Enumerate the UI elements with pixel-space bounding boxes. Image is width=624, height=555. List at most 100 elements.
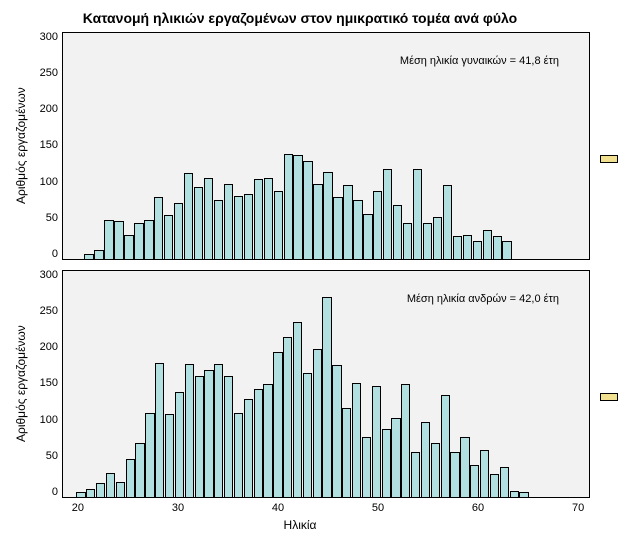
histogram-bar: [382, 429, 391, 497]
panels-container: Αριθμός εργαζομένων 300 250 200 150 100 …: [10, 32, 590, 498]
histogram-bar: [413, 169, 422, 259]
histogram-bar: [194, 187, 203, 259]
histogram-bar: [175, 392, 184, 497]
ytick: 300: [40, 32, 58, 43]
histogram-bar: [244, 194, 253, 259]
histogram-bar: [204, 178, 213, 259]
panel-female: Αριθμός εργαζομένων 300 250 200 150 100 …: [10, 32, 590, 260]
histogram-bar: [135, 443, 144, 497]
ytick: 250: [40, 306, 58, 317]
histogram-bar: [224, 376, 233, 497]
x-axis-label: Ηλικία: [10, 518, 590, 532]
histogram-bar: [453, 236, 462, 259]
histogram-bar: [284, 154, 293, 259]
xtick: 30: [172, 502, 184, 514]
xtick: 60: [472, 502, 484, 514]
histogram-bar: [303, 161, 312, 259]
chart-title: Κατανομή ηλικιών εργαζομένων στον ημικρα…: [10, 10, 590, 26]
histogram-bar: [470, 465, 479, 497]
histogram-bar: [293, 155, 302, 259]
histogram-bar: [460, 437, 469, 497]
histogram-bar: [362, 437, 371, 497]
histogram-bar: [254, 389, 263, 497]
histogram-bar: [473, 241, 482, 259]
histogram-bar: [502, 241, 511, 259]
histogram-bar: [144, 220, 153, 259]
histogram-bar: [450, 452, 459, 497]
histogram-bar: [86, 489, 95, 497]
ytick: 50: [46, 213, 58, 224]
histogram-bar: [323, 172, 332, 259]
histogram-bar: [283, 337, 292, 497]
histogram-bar: [214, 364, 223, 497]
ytick: 50: [46, 451, 58, 462]
histogram-bar: [493, 236, 502, 259]
histogram-bar: [263, 384, 272, 497]
histogram-bar: [423, 223, 432, 259]
histogram-bar: [224, 184, 233, 259]
ytick: 100: [40, 177, 58, 188]
histogram-bar: [443, 185, 452, 259]
histogram-bar: [134, 223, 143, 259]
histogram-bar: [234, 196, 243, 259]
xtick: 40: [272, 502, 284, 514]
ytick: 100: [40, 415, 58, 426]
histogram-bar: [104, 220, 113, 259]
histogram-bar: [483, 230, 492, 259]
histogram-bar: [391, 418, 400, 497]
ytick: 250: [40, 68, 58, 79]
histogram-bar: [393, 205, 402, 259]
histogram-bar: [303, 373, 312, 497]
histogram-bar: [174, 203, 183, 260]
histogram-figure: Κατανομή ηλικιών εργαζομένων στον ημικρα…: [10, 10, 590, 545]
xtick: 20: [72, 502, 84, 514]
histogram-bar: [441, 395, 450, 497]
ytick: 150: [40, 378, 58, 389]
histogram-bar: [234, 413, 243, 497]
ytick: 0: [52, 249, 58, 260]
histogram-bar: [124, 235, 133, 259]
histogram-bar: [431, 443, 440, 497]
histogram-bar: [145, 413, 154, 497]
bars-male: [63, 271, 589, 497]
histogram-bar: [273, 352, 282, 497]
histogram-bar: [116, 482, 125, 497]
histogram-bar: [204, 370, 213, 497]
histogram-bar: [500, 467, 509, 497]
histogram-bar: [154, 197, 163, 259]
histogram-bar: [480, 450, 489, 497]
histogram-bar: [313, 184, 322, 259]
histogram-bar: [373, 191, 382, 259]
plot-area-male: Μέση ηλικία ανδρών = 42,0 έτη: [62, 270, 590, 498]
histogram-bar: [383, 169, 392, 259]
histogram-bar: [372, 386, 381, 497]
histogram-bar: [254, 179, 263, 259]
panel-male: Αριθμός εργαζομένων 300 250 200 150 100 …: [10, 270, 590, 498]
histogram-bar: [411, 452, 420, 497]
histogram-bar: [519, 492, 528, 497]
histogram-bar: [343, 185, 352, 259]
ytick: 300: [40, 270, 58, 281]
histogram-bar: [401, 384, 410, 497]
histogram-bar: [244, 399, 253, 497]
histogram-bar: [363, 214, 372, 259]
histogram-bar: [94, 250, 103, 259]
histogram-bar: [165, 414, 174, 497]
side-marker-icon: [600, 393, 618, 401]
histogram-bar: [352, 383, 361, 498]
histogram-bar: [185, 364, 194, 497]
histogram-bar: [463, 235, 472, 259]
histogram-bar: [274, 191, 283, 259]
ytick: 200: [40, 104, 58, 115]
histogram-bar: [342, 408, 351, 497]
histogram-bar: [214, 200, 223, 259]
histogram-bar: [510, 491, 519, 497]
histogram-bar: [293, 322, 302, 497]
histogram-bar: [126, 459, 135, 497]
histogram-bar: [96, 483, 105, 497]
histogram-bar: [490, 474, 499, 497]
histogram-bar: [313, 349, 322, 497]
histogram-bar: [195, 376, 204, 497]
histogram-bar: [421, 422, 430, 497]
histogram-bar: [164, 215, 173, 259]
